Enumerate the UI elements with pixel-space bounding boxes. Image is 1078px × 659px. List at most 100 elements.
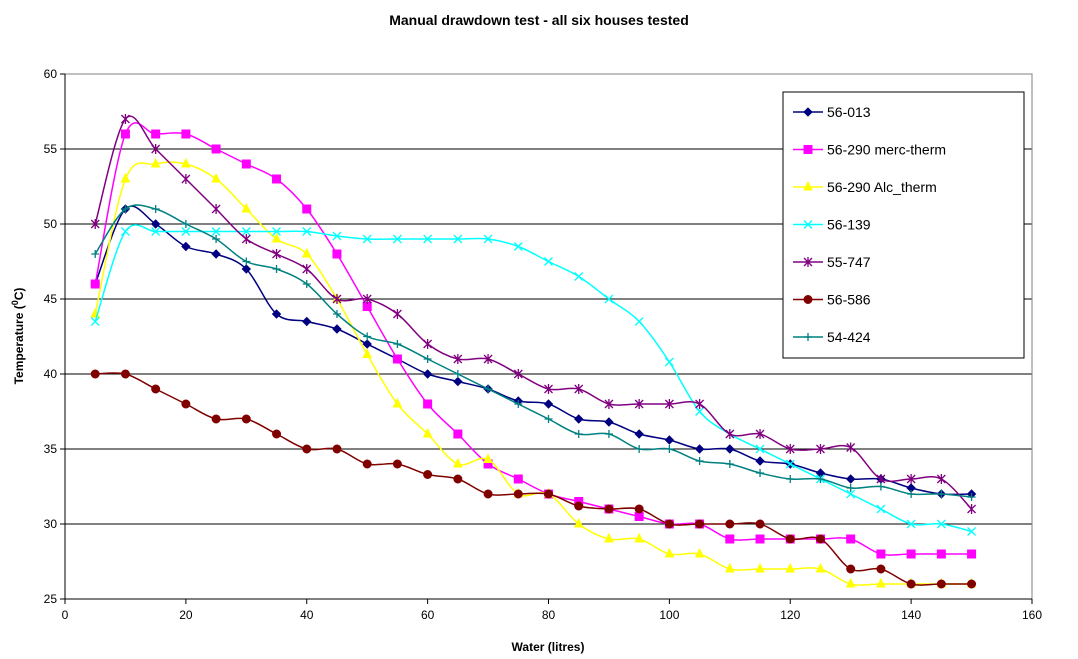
data-point [574,272,584,281]
data-point [242,257,251,266]
data-point [786,475,795,483]
data-point [906,519,916,529]
data-point [876,474,886,484]
data-point [90,279,100,289]
legend-swatch-marker [803,220,813,229]
legend-box [782,91,1025,359]
data-point [211,172,221,183]
data-point [604,399,614,409]
data-point [272,174,282,184]
data-point [392,309,402,319]
data-point [755,456,765,466]
data-point [906,549,916,559]
data-point [967,579,977,589]
data-point [241,264,252,274]
data-point [211,144,221,154]
data-point [937,490,946,498]
data-point [121,205,130,213]
data-point [241,227,251,236]
data-point [120,172,131,183]
legend-item: 55-747 [793,254,871,270]
data-point [876,564,886,574]
data-point [967,493,976,501]
data-point [362,294,372,304]
legend-item: 56-290 merc-therm [793,142,946,158]
data-point [967,549,977,559]
data-point [634,512,644,521]
data-point [876,482,885,491]
data-point [756,469,765,477]
y-tick-label: 55 [44,142,58,156]
legend-item: 56-013 [793,104,871,120]
data-point [725,444,735,454]
data-point [574,501,584,511]
data-point [876,549,886,559]
x-tick-label: 40 [300,608,314,622]
data-point [725,429,735,439]
data-point [785,562,796,573]
data-point [906,579,916,589]
legend-swatch-marker [804,333,812,341]
data-point [725,534,735,544]
data-point [755,562,765,573]
legend: 56-013 56-290 merc-therm 56-290 Alc_therm 5… [782,91,1025,359]
data-point [725,562,735,573]
data-point [513,242,523,251]
axes [60,73,1033,604]
data-point [302,316,312,327]
data-point [634,429,644,439]
data-point [302,444,312,454]
data-point [725,460,734,468]
legend-swatch-marker [803,257,813,267]
data-point [271,232,282,243]
data-point [785,444,795,454]
data-point [181,129,191,139]
data-point [120,129,130,139]
legend-label: 56-586 [827,292,871,308]
data-point [90,369,100,379]
data-point [362,459,372,469]
data-point [120,114,130,124]
data-point [785,534,795,544]
data-point [816,475,825,483]
data-point [876,577,886,588]
data-point [604,294,614,304]
data-point [816,444,825,454]
data-point [573,517,584,528]
data-point [543,399,554,409]
tick-labels: 25 30 35 40 45 50 55 60 0 20 40 60 80 100 120 140 160 [44,67,1043,622]
data-point [211,414,221,424]
data-point [392,459,402,469]
data-point [151,384,161,394]
data-point [846,564,856,574]
data-point [665,445,674,453]
data-point [392,354,402,364]
data-point [664,357,674,367]
data-point [302,227,312,236]
data-point [181,227,191,236]
data-point [907,490,916,498]
data-point [755,444,765,454]
legend-label: 55-747 [827,254,871,270]
data-point [483,354,493,364]
data-point [604,417,614,427]
data-point [695,457,704,465]
data-point [181,399,191,409]
data-point [423,234,433,244]
data-point [815,534,825,544]
data-point [936,549,946,559]
x-tick-label: 120 [780,608,800,622]
series-55-747 [90,114,977,514]
data-point [181,174,191,184]
data-point [755,534,765,544]
data-point [302,204,312,214]
data-point [332,444,342,454]
data-point [544,489,553,499]
data-point [664,519,674,529]
data-point [483,453,493,463]
data-point [785,459,795,469]
data-point [212,235,221,243]
x-tick-label: 160 [1022,608,1042,622]
data-point [241,414,251,424]
